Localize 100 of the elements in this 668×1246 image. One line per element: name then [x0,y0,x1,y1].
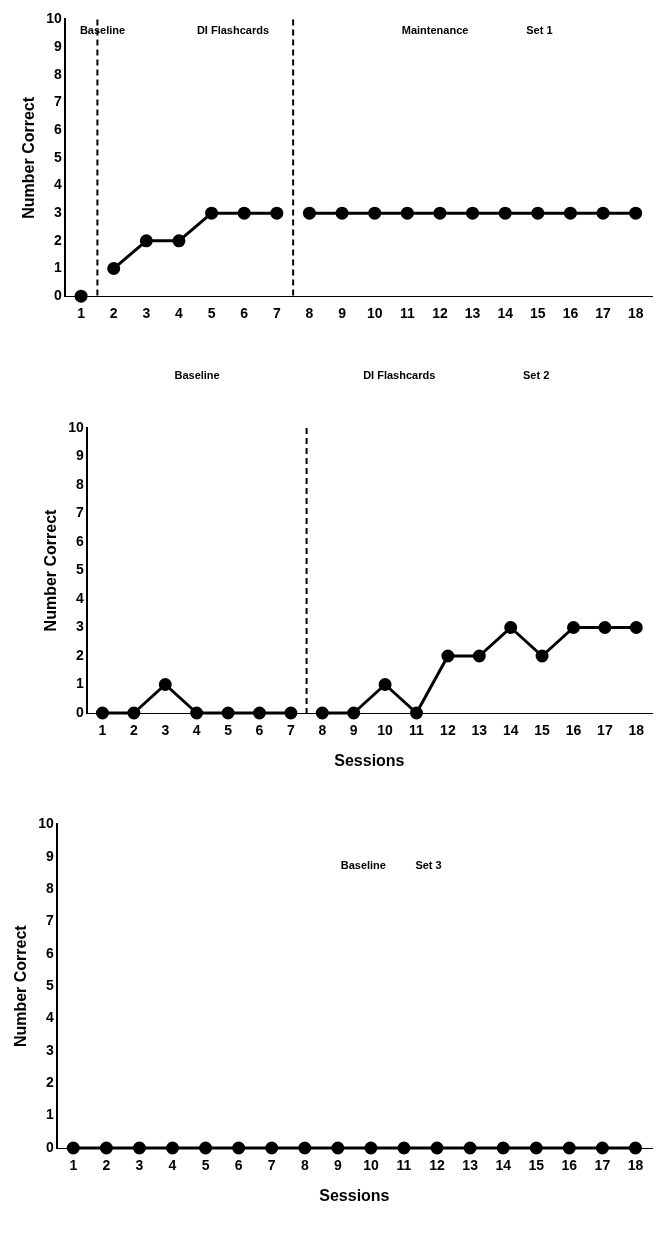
x-tick-label: 14 [497,305,514,322]
point [629,621,643,634]
x-tick-label: 10 [377,722,394,739]
x-tick-label: 11 [396,1157,412,1174]
x-tick-label: 4 [175,305,184,322]
y-tick-label: 0 [75,703,84,720]
point [498,206,512,220]
text: DI Flashcards [363,369,436,382]
x-tick-label: 5 [201,1157,210,1174]
x-tick-label: 15 [528,1157,545,1174]
point [441,649,455,663]
x-tick-label: 16 [565,722,582,739]
x-tick-label: 10 [366,305,383,322]
x-tick-label: 12 [440,722,456,739]
y-tick-label: 8 [45,879,54,896]
x-tick-label: 7 [272,305,281,322]
x-tick-label: 16 [561,1157,578,1174]
x-tick-label: 10 [363,1157,379,1174]
point [302,206,316,220]
point [270,206,284,220]
x-tick-label: 8 [300,1157,309,1174]
point [466,206,480,220]
x-tick-label: 4 [168,1157,177,1174]
point [221,706,235,720]
y-tick-label: 7 [75,504,84,521]
point [433,206,447,220]
y-tick-label: 5 [53,148,62,165]
point [504,621,518,634]
y-tick-label: 2 [45,1074,54,1091]
y-axis-title: Number Correct [12,924,30,1048]
y-tick-label: 7 [45,912,54,929]
y-axis-title: Number Correct [42,508,60,632]
point [74,289,88,303]
y-tick-label: 0 [45,1138,54,1155]
y-tick-label: 3 [53,204,62,221]
y-tick-label: 6 [75,532,84,549]
point [567,621,580,634]
point [409,706,423,720]
y-tick-label: 0 [53,287,62,304]
annotation: Set 3 [415,859,442,872]
y-tick-label: 1 [45,1106,54,1123]
x-tick-label: 18 [627,305,644,322]
x-tick-label: 7 [286,722,295,739]
x-axis-title: Sessions [334,751,405,769]
annotation: Set 1 [526,24,553,37]
annotation: Maintenance [401,24,469,37]
x-tick-label: 17 [595,305,612,322]
y-tick-label: 10 [68,418,84,435]
point [107,262,121,276]
point [139,234,153,248]
x-axis-title: Sessions [319,1186,390,1204]
y-tick-label: 1 [53,259,62,276]
x-tick-label: 16 [562,305,579,322]
text: Set 2 [522,369,550,382]
x-tick-label: 9 [338,305,347,322]
x-tick-label: 15 [534,722,551,739]
x-tick-label: 3 [142,305,151,322]
x-tick-label: 5 [207,305,216,322]
annotation: Baseline [79,24,126,37]
x-tick-label: 2 [129,722,138,739]
y-tick-label: 2 [75,646,84,663]
x-tick-label: 2 [102,1157,111,1174]
point [347,706,361,720]
point [252,706,266,720]
x-tick-label: 15 [530,305,546,322]
point [378,678,392,691]
x-tick-label: 12 [429,1157,446,1174]
point [596,206,610,220]
point [472,649,486,663]
point [205,206,219,220]
point [598,621,612,634]
x-tick-label: 3 [135,1157,144,1174]
x-tick-label: 11 [399,305,415,322]
x-tick-label: 13 [471,722,488,739]
y-tick-label: 3 [45,1041,54,1058]
y-tick-label: 7 [53,93,62,110]
text: Baseline [174,369,220,382]
x-tick-label: 17 [594,1157,611,1174]
x-tick-label: 11 [409,722,425,739]
y-tick-label: 8 [53,65,62,82]
x-tick-label: 6 [240,305,249,322]
y-tick-label: 5 [45,977,54,994]
x-tick-label: 7 [267,1157,276,1174]
y-tick-label: 6 [53,120,62,137]
x-tick-label: 14 [495,1157,512,1174]
x-tick-label: 3 [161,722,170,739]
x-tick-label: 1 [98,722,107,739]
y-tick-label: 4 [75,589,84,606]
point [535,649,549,663]
point [190,706,204,720]
x-tick-label: 18 [628,722,645,739]
x-tick-label: 13 [462,1157,479,1174]
x-tick-label: 2 [109,305,118,322]
y-tick-label: 9 [75,447,84,464]
point [95,706,109,720]
y-tick-label: 2 [53,231,62,248]
x-tick-label: 13 [464,305,481,322]
y-axis-title: Number Correct [20,96,38,219]
annotation: DI Flashcards [196,24,270,37]
y-tick-label: 6 [45,944,54,961]
